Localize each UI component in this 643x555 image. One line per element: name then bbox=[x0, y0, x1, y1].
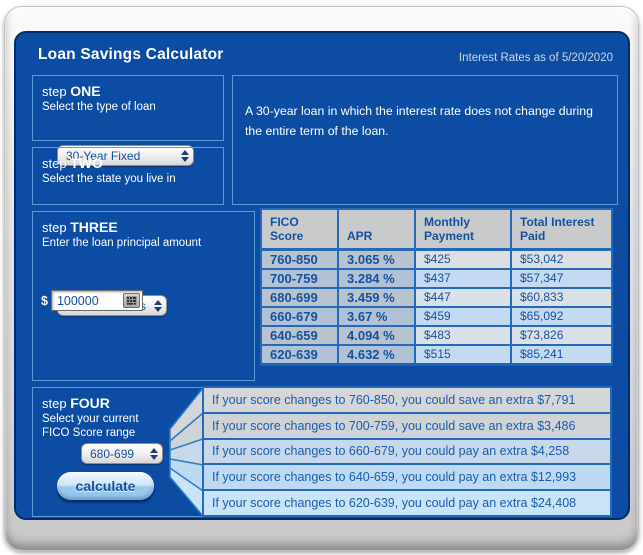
step-three-description: Enter the loan principal amount bbox=[42, 237, 202, 249]
table-row: 680-699 3.459 % $447 $60,833 bbox=[260, 286, 613, 308]
loan-description-box: A 30-year loan in which the interest rat… bbox=[232, 75, 618, 205]
interest-cell: $60,833 bbox=[510, 286, 613, 308]
loan-type-selected-value: 30-Year Fixed bbox=[66, 148, 141, 163]
payment-cell: $459 bbox=[414, 305, 512, 327]
calculator-window: Loan Savings Calculator Interest Rates a… bbox=[4, 6, 639, 551]
loan-description-text: A 30-year loan in which the interest rat… bbox=[245, 104, 593, 139]
chevron-up-down-icon bbox=[179, 149, 193, 162]
message-620-639: If your score changes to 620-639, you co… bbox=[204, 491, 610, 515]
calculate-button[interactable]: calculate bbox=[57, 472, 154, 500]
step-two-description: Select the state you live in bbox=[42, 173, 176, 185]
calculator-panel: Loan Savings Calculator Interest Rates a… bbox=[14, 31, 630, 520]
table-row: 760-850 3.065 % $425 $53,042 bbox=[260, 248, 613, 270]
message-660-679: If your score changes to 660-679, you co… bbox=[204, 439, 610, 466]
fico-range-select[interactable]: 680-699 bbox=[81, 443, 163, 464]
payment-cell: $515 bbox=[414, 343, 512, 365]
message-700-759: If your score changes to 700-759, you co… bbox=[204, 413, 610, 440]
apr-cell: 3.284 % bbox=[337, 267, 416, 289]
step-four-label: step FOUR bbox=[42, 395, 110, 411]
fico-range-selected-value: 680-699 bbox=[90, 446, 135, 461]
payment-cell: $483 bbox=[414, 324, 512, 346]
chevron-up-down-icon bbox=[148, 447, 162, 460]
principal-amount-row: $ bbox=[41, 290, 143, 311]
fan-connector-graphic bbox=[169, 387, 203, 517]
interest-cell: $65,092 bbox=[510, 305, 613, 327]
apr-cell: 3.67 % bbox=[337, 305, 416, 327]
payment-cell: $425 bbox=[414, 248, 512, 270]
apr-cell: 3.065 % bbox=[337, 248, 416, 270]
step-three-box: step THREE Enter the loan principal amou… bbox=[32, 211, 255, 381]
table-row: 660-679 3.67 % $459 $65,092 bbox=[260, 305, 613, 327]
fico-range-cell: 620-639 bbox=[260, 343, 339, 365]
message-760-850: If your score changes to 760-850, you co… bbox=[204, 388, 610, 414]
payment-cell: $447 bbox=[414, 286, 512, 308]
table-row: 700-759 3.284 % $437 $57,347 bbox=[260, 267, 613, 289]
header-total-interest: Total Interest Paid bbox=[510, 208, 613, 251]
step-one-box: step ONE Select the type of loan 30-Year… bbox=[32, 75, 224, 166]
loan-type-select[interactable]: 30-Year Fixed bbox=[57, 145, 194, 166]
step-one-description: Select the type of loan bbox=[42, 101, 156, 113]
payment-cell: $437 bbox=[414, 267, 512, 289]
step-one-label: step ONE bbox=[42, 83, 101, 99]
apr-cell: 4.094 % bbox=[337, 324, 416, 346]
fico-range-cell: 760-850 bbox=[260, 248, 339, 270]
step-four-description: Select your current FICO Score range bbox=[42, 413, 139, 440]
interest-rates-note: Interest Rates as of 5/20/2020 bbox=[458, 52, 613, 64]
message-640-659: If your score changes to 640-659, you co… bbox=[204, 465, 610, 492]
fico-range-cell: 640-659 bbox=[260, 324, 339, 346]
principal-amount-input[interactable] bbox=[50, 290, 143, 311]
step-two-box: step TWO Select the state you live in Ma… bbox=[32, 147, 224, 316]
step-four-box: step FOUR Select your current FICO Score … bbox=[32, 387, 203, 517]
interest-cell: $53,042 bbox=[510, 248, 613, 270]
calculator-keypad-icon[interactable] bbox=[122, 293, 140, 308]
apr-cell: 3.459 % bbox=[337, 286, 416, 308]
table-row: 640-659 4.094 % $483 $73,826 bbox=[260, 324, 613, 346]
result-messages: If your score changes to 760-850, you co… bbox=[202, 386, 612, 517]
page-title: Loan Savings Calculator bbox=[38, 46, 224, 63]
interest-cell: $57,347 bbox=[510, 267, 613, 289]
fico-rate-table: FICO Score APR Monthly Payment Total Int… bbox=[260, 208, 613, 366]
interest-cell: $73,826 bbox=[510, 324, 613, 346]
header-fico-score: FICO Score bbox=[260, 208, 339, 251]
currency-symbol: $ bbox=[41, 293, 48, 308]
fico-range-cell: 660-679 bbox=[260, 305, 339, 327]
chevron-up-down-icon bbox=[152, 299, 166, 312]
table-header-row: FICO Score APR Monthly Payment Total Int… bbox=[260, 208, 613, 251]
apr-cell: 4.632 % bbox=[337, 343, 416, 365]
header-monthly-payment: Monthly Payment bbox=[414, 208, 512, 251]
table-row: 620-639 4.632 % $515 $85,241 bbox=[260, 343, 613, 365]
fico-range-cell: 700-759 bbox=[260, 267, 339, 289]
fico-range-cell: 680-699 bbox=[260, 286, 339, 308]
step-two-label: step TWO bbox=[42, 155, 103, 171]
interest-cell: $85,241 bbox=[510, 343, 613, 365]
header-apr: APR bbox=[337, 208, 416, 251]
step-three-label: step THREE bbox=[42, 219, 118, 235]
